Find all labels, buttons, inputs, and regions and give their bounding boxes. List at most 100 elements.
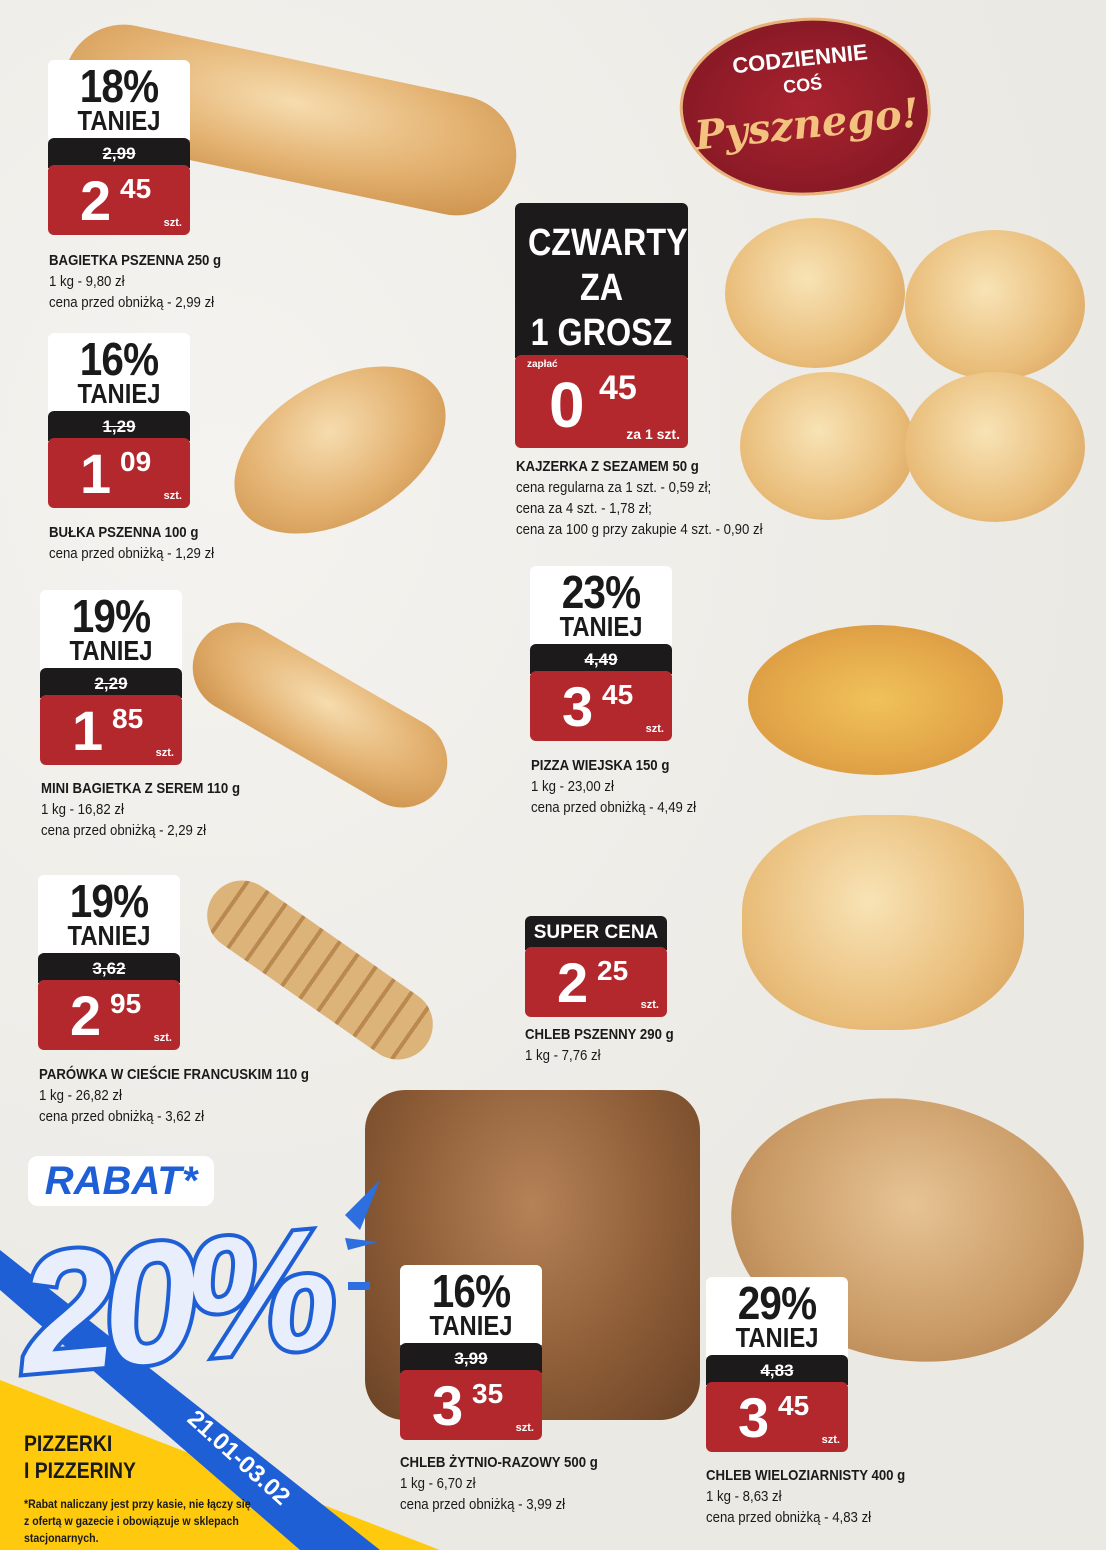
discount-box: 19% TANIEJ (38, 875, 180, 955)
discount-label: TANIEJ (77, 105, 161, 136)
unit-label: szt. (153, 1032, 172, 1044)
old-price-box: 2,29 (40, 668, 182, 698)
rabat-banner-background (0, 1180, 440, 1550)
old-price-box: 2,99 (48, 138, 190, 168)
new-price-box: 3 45 szt. (706, 1382, 848, 1452)
discount-label: TANIEJ (429, 1310, 513, 1341)
discount-percent: 19% (69, 875, 149, 927)
price-main: 2 (70, 984, 102, 1047)
product-description: PARÓWKA W CIEŚCIE FRANCUSKIM 110 g 1 kg -… (39, 1064, 309, 1127)
price-cents: 25 (597, 955, 629, 986)
old-price-box: 1,29 (48, 411, 190, 441)
product-detail: 1 kg - 23,00 zł (531, 778, 614, 795)
unit-label: szt. (155, 747, 174, 759)
discount-percent: 29% (737, 1277, 817, 1329)
product-detail: cena przed obniżką - 2,99 zł (49, 294, 215, 311)
discount-label: TANIEJ (735, 1322, 819, 1353)
old-price: 2,29 (94, 674, 128, 693)
new-price-box: 3 45 szt. (530, 671, 672, 741)
price-tag: 18% TANIEJ 2,99 2 45 szt. (48, 60, 190, 235)
unit-label: szt. (163, 217, 182, 229)
unit-label: szt. (163, 490, 182, 502)
product-name: BUŁKA PSZENNA 100 g (49, 524, 199, 541)
unit-label: szt. (515, 1422, 534, 1434)
chleb-pszenny-description: CHLEB PSZENNY 290 g 1 kg - 7,76 zł (525, 1024, 674, 1066)
old-price-box: 3,62 (38, 953, 180, 983)
promo-text: CZWARTY (527, 222, 688, 264)
product-detail: 1 kg - 16,82 zł (41, 801, 124, 818)
product-name: CHLEB ŻYTNIO-RAZOWY 500 g (400, 1454, 598, 1471)
product-description: CHLEB ŻYTNIO-RAZOWY 500 g 1 kg - 6,70 zł c… (400, 1452, 598, 1515)
rabat-value: 20% (8, 1190, 336, 1414)
price-tag: 16% TANIEJ 3,99 3 35 szt. (400, 1265, 542, 1440)
wheat-bread-image (742, 815, 1024, 1030)
discount-percent: 16% (431, 1265, 511, 1317)
price-cents: 45 (602, 679, 634, 710)
promo-text: ZA (579, 267, 624, 309)
discount-label: TANIEJ (67, 920, 151, 951)
new-price-box: 3 35 szt. (400, 1370, 542, 1440)
super-price-tag: SUPER CENA 2 25 szt. (525, 916, 667, 1017)
price-tag: 16% TANIEJ 1,29 1 09 szt. (48, 333, 190, 508)
discount-box: 19% TANIEJ (40, 590, 182, 670)
product-name: KAJZERKA Z SEZAMEM 50 g (516, 458, 699, 475)
kaiser-roll-image (905, 230, 1085, 380)
product-detail: 1 kg - 9,80 zł (49, 273, 125, 290)
unit-label: szt. (640, 999, 659, 1011)
product-name: PIZZA WIEJSKA 150 g (531, 757, 670, 774)
product-description: CHLEB WIELOZIARNISTY 400 g 1 kg - 8,63 zł… (706, 1465, 905, 1528)
discount-label: TANIEJ (69, 635, 153, 666)
category-line: PIZZERKI (24, 1431, 113, 1456)
price-cents: 09 (120, 446, 152, 477)
price-tag: 19% TANIEJ 3,62 2 95 szt. (38, 875, 180, 1050)
discount-box: 18% TANIEJ (48, 60, 190, 140)
product-detail: cena przed obniżką - 3,99 zł (400, 1496, 566, 1513)
discount-box: 16% TANIEJ (48, 333, 190, 413)
product-description: PIZZA WIEJSKA 150 g 1 kg - 23,00 zł cena p… (531, 755, 696, 818)
price-cents: 45 (120, 173, 152, 204)
unit-label: za 1 szt. (626, 426, 680, 442)
price-main: 3 (562, 675, 594, 738)
kaiser-roll-image (740, 372, 915, 520)
product-name: PARÓWKA W CIEŚCIE FRANCUSKIM 110 g (39, 1066, 309, 1083)
product-detail: 1 kg - 7,76 zł (525, 1047, 601, 1064)
product-name: BAGIETKA PSZENNA 250 g (49, 252, 222, 269)
kaiser-roll-image (905, 372, 1085, 522)
rabat-category: PIZZERKI I PIZZERINY (24, 1430, 136, 1484)
discount-label: TANIEJ (559, 611, 643, 642)
price-cents: 45 (599, 369, 637, 407)
product-name: CHLEB PSZENNY 290 g (525, 1026, 674, 1043)
new-price-box: 2 95 szt. (38, 980, 180, 1050)
discount-percent: 16% (79, 333, 159, 385)
unit-label: szt. (821, 1434, 840, 1446)
product-detail: cena regularna za 1 szt. - 0,59 zł; (516, 479, 712, 496)
price-main: 2 (557, 951, 589, 1014)
kajzerka-promo-tag: CZWARTY ZA 1 GROSZ zapłać 0 45 za 1 szt. (515, 203, 688, 448)
product-description: BAGIETKA PSZENNA 250 g 1 kg - 9,80 zł cena… (49, 250, 221, 313)
promo-text: 1 GROSZ (530, 312, 673, 354)
price-main: 1 (80, 442, 112, 505)
burst-mark (348, 1282, 370, 1290)
product-description: BUŁKA PSZENNA 100 g cena przed obniżką - … (49, 522, 214, 564)
price-cents: 85 (112, 703, 144, 734)
burst-mark (345, 1180, 380, 1230)
pay-label: zapłać (527, 359, 558, 370)
category-line: I PIZZERINY (24, 1458, 136, 1483)
unit-label: szt. (645, 723, 664, 735)
product-detail: 1 kg - 26,82 zł (39, 1087, 122, 1104)
old-price-box: 4,83 (706, 1355, 848, 1385)
old-price: 3,62 (92, 959, 126, 978)
burst-mark (345, 1238, 378, 1250)
product-detail: cena przed obniżką - 2,29 zł (41, 822, 207, 839)
old-price-box: 3,99 (400, 1343, 542, 1373)
new-price-box: 2 45 szt. (48, 165, 190, 235)
price-main: 1 (72, 699, 104, 762)
price-main: 3 (432, 1374, 464, 1437)
product-detail: cena za 100 g przy zakupie 4 szt. - 0,90… (516, 521, 763, 538)
price-main: 2 (80, 169, 112, 232)
product-detail: 1 kg - 6,70 zł (400, 1475, 476, 1492)
old-price-box: 4,49 (530, 644, 672, 674)
price-tag: 23% TANIEJ 4,49 3 45 szt. (530, 566, 672, 741)
pizza-image (748, 625, 1003, 775)
price-main: 0 (549, 369, 585, 441)
